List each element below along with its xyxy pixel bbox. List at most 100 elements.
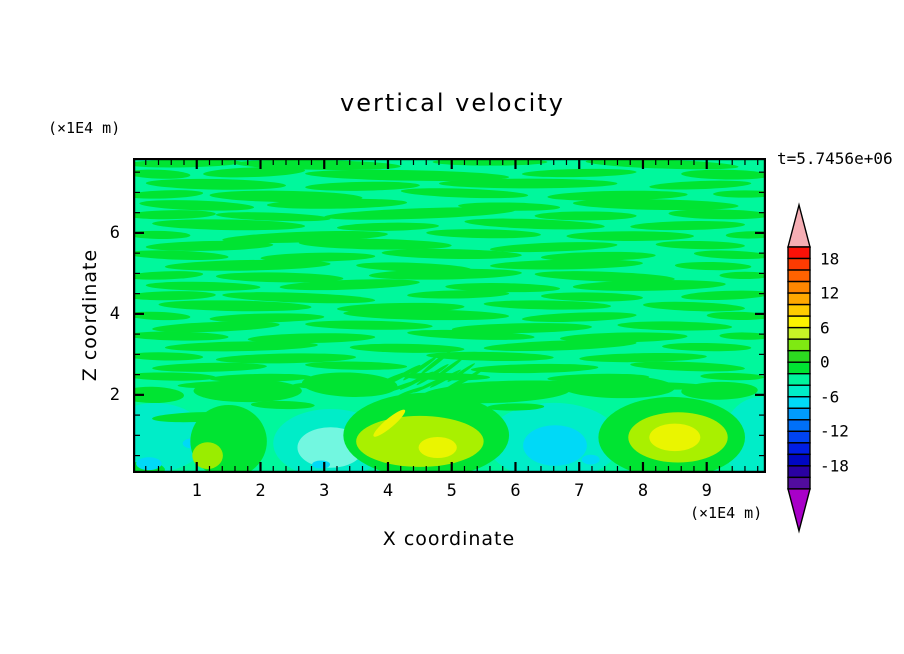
contour-streak <box>693 250 766 260</box>
colorbar-label: 6 <box>820 318 830 338</box>
contour-streak <box>400 188 529 199</box>
contour-streak <box>152 219 306 231</box>
contour-streak <box>521 168 637 178</box>
z-tick-label: 2 <box>109 384 120 405</box>
x-tick-label: 4 <box>382 481 394 501</box>
contour-streak <box>585 158 739 170</box>
contour-streak <box>215 353 357 364</box>
contour-streak <box>407 329 535 340</box>
contour-streak <box>451 323 593 334</box>
contour-streak <box>403 356 437 381</box>
colorbar-label: -6 <box>820 387 840 407</box>
contour-streak <box>706 311 766 320</box>
contour-streak <box>617 321 733 331</box>
contour-streak <box>649 180 752 190</box>
colorbar-box <box>787 419 811 433</box>
contour-streak <box>572 199 739 211</box>
colorbar <box>787 202 811 534</box>
colorbar-box <box>787 338 811 352</box>
contour-streak <box>438 178 618 189</box>
contour-streak <box>674 261 752 271</box>
contour-streak <box>681 290 766 301</box>
colorbar-box <box>787 349 811 363</box>
contour-blob-chartreuse <box>192 442 223 469</box>
contour-streak <box>681 169 766 180</box>
contour-streak <box>222 292 376 304</box>
contour-streak <box>534 271 675 283</box>
colorbar-label: 12 <box>820 283 840 303</box>
contour-streak <box>521 312 637 322</box>
time-label: t=5.7456e+06 <box>777 149 893 168</box>
contour-streak <box>457 368 484 385</box>
colorbar-box <box>787 465 811 479</box>
contour-streak <box>152 321 280 333</box>
contour-streak <box>215 272 344 283</box>
contour-streak <box>470 363 599 374</box>
colorbar-box <box>787 257 811 271</box>
contour-blob-green <box>193 379 302 403</box>
z-tick-label: 6 <box>109 222 120 243</box>
contour-plot <box>133 158 766 473</box>
contour-streak <box>203 167 306 178</box>
x-tick-label: 7 <box>574 481 585 501</box>
colorbar-box <box>787 280 811 294</box>
contour-streak <box>534 211 637 221</box>
x-tick-label: 1 <box>191 481 202 501</box>
contour-streak <box>266 198 408 209</box>
contour-streak <box>416 364 449 386</box>
contour-streak <box>139 200 255 211</box>
contour-streak <box>209 313 325 323</box>
colorbar-box <box>787 303 811 317</box>
contour-streak <box>413 377 445 393</box>
contour-streak <box>133 291 216 301</box>
contour-streak <box>337 222 439 231</box>
z-unit-label: (×1E4 m) <box>48 119 121 137</box>
colorbar-box <box>787 407 811 421</box>
contour-streak <box>483 300 612 310</box>
colorbar-box <box>787 442 811 456</box>
contour-streak <box>279 279 420 291</box>
contour-streak <box>560 332 688 343</box>
contour-blob-yellow <box>649 423 701 452</box>
contour-streak <box>420 350 451 375</box>
colorbar-box <box>787 453 811 467</box>
contour-streak <box>630 361 745 372</box>
contour-streak <box>215 212 331 222</box>
contour-streak <box>133 210 216 220</box>
colorbar-label: 18 <box>820 249 840 269</box>
colorbar-box <box>787 384 811 398</box>
contour-streak <box>133 352 204 361</box>
contour-streak <box>662 342 752 352</box>
contour-streak <box>655 240 745 250</box>
contour-streak <box>343 309 510 321</box>
contour-blob-cyan <box>136 457 162 471</box>
x-unit-label: (×1E4 m) <box>690 504 763 522</box>
x-tick-label: 3 <box>319 481 330 501</box>
contour-streak <box>426 229 541 239</box>
contour-streak <box>429 369 461 388</box>
contour-streak <box>566 231 694 241</box>
contour-streak <box>145 240 274 251</box>
contour-streak <box>547 190 688 201</box>
contour-streak <box>540 251 656 261</box>
colorbar-label: -12 <box>820 421 849 441</box>
contour-streak <box>260 252 376 262</box>
contour-streak <box>133 331 229 341</box>
contour-streak <box>483 339 637 352</box>
contour-streak <box>133 372 216 381</box>
contour-streak <box>579 353 707 363</box>
x-axis-title: X coordinate <box>382 528 516 550</box>
contour-streak <box>349 343 465 353</box>
contour-streak <box>464 218 605 230</box>
contour-streak <box>324 207 516 220</box>
plot-title: vertical velocity <box>340 89 565 117</box>
contour-streak <box>630 221 745 231</box>
contour-streak <box>305 181 420 191</box>
contour-streak <box>305 320 433 330</box>
contour-streak <box>164 341 318 352</box>
z-tick-label: 4 <box>109 303 120 324</box>
contour-blob-green <box>681 381 758 400</box>
contour-blob-green <box>301 372 398 397</box>
contour-streak <box>490 259 643 270</box>
colorbar-under-arrow <box>787 488 811 534</box>
